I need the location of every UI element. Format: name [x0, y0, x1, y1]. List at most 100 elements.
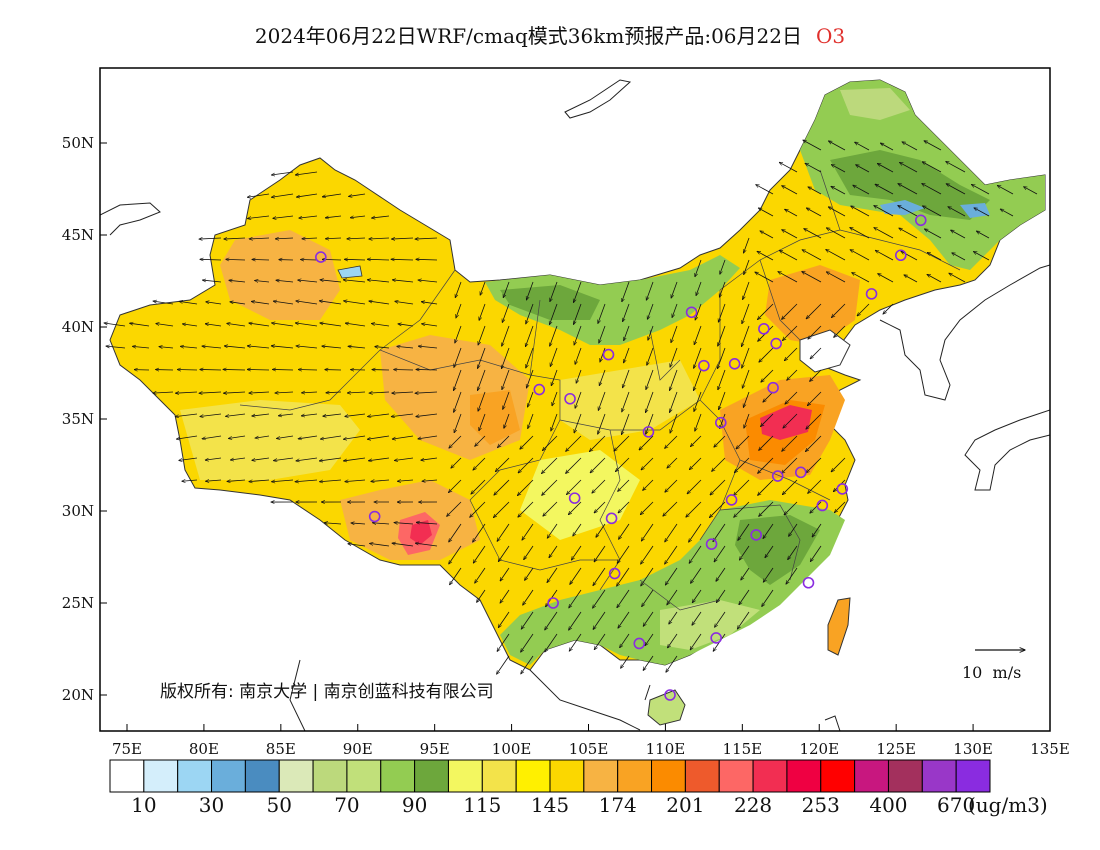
station-marker-changchun — [894, 249, 907, 262]
wind-vector — [343, 457, 366, 461]
wind-vector — [574, 413, 582, 433]
wind-vector — [416, 413, 438, 417]
wind-vector — [686, 501, 702, 517]
legend-swatch — [177, 759, 213, 793]
wind-vector — [804, 229, 822, 239]
wind-vector — [422, 324, 438, 327]
station-markers — [315, 214, 927, 701]
wind-vector — [759, 347, 774, 362]
wind-vector — [368, 413, 390, 417]
wind-vector — [202, 435, 222, 439]
wind-vector — [828, 207, 846, 217]
wind-vector — [206, 302, 222, 305]
legend-swatch — [684, 759, 720, 793]
wind-vector — [648, 325, 654, 340]
station-marker-taiyuan — [698, 359, 710, 372]
wind-vector — [271, 193, 294, 197]
wind-vector — [322, 193, 342, 197]
station-marker-wuhan — [725, 494, 738, 506]
wind-vector — [477, 589, 486, 602]
wind-vector — [834, 501, 846, 513]
wind-vector — [227, 323, 246, 327]
wind-vector — [850, 250, 870, 261]
wind-vector — [397, 480, 414, 481]
lon-tick-label: 85E — [266, 740, 296, 758]
wind-vector — [296, 457, 318, 461]
wind-vector — [713, 523, 726, 542]
wind-vector — [856, 165, 870, 173]
wind-vector — [669, 611, 678, 624]
wind-vector — [394, 523, 414, 524]
legend-swatch — [617, 759, 653, 793]
wind-vector — [570, 567, 582, 584]
wind-vector — [370, 543, 390, 547]
wind-vector — [497, 633, 510, 651]
wind-vector — [470, 501, 486, 517]
wind-vector — [810, 545, 822, 562]
map-frame — [99, 67, 1051, 732]
legend-swatch — [481, 759, 517, 793]
wind-vector — [665, 479, 678, 492]
lon-tick-label: 105E — [569, 740, 609, 758]
wind-vector — [695, 259, 702, 277]
wind-vector — [296, 301, 318, 305]
wind-vector — [255, 280, 270, 282]
station-marker-nanning — [633, 637, 646, 650]
wind-vector — [744, 237, 750, 253]
wind-vector — [322, 346, 342, 349]
wind-vector — [299, 215, 318, 218]
legend-swatch — [515, 759, 551, 793]
legend-swatch — [414, 759, 449, 793]
wind-vector — [547, 567, 558, 583]
station-marker-fuzhou — [802, 576, 815, 589]
wind-vector — [734, 501, 750, 517]
legend-swatch — [380, 759, 416, 793]
zone-darkorange-qaidam — [470, 390, 520, 445]
wind-vector — [175, 392, 198, 393]
wind-vector — [391, 259, 414, 260]
wind-vector — [295, 479, 318, 482]
wind-vector — [620, 633, 630, 648]
wind-vector — [744, 259, 750, 275]
wind-vector — [348, 544, 366, 547]
station-marker-zhengzhou — [714, 416, 727, 429]
wind-vector — [592, 479, 606, 493]
wind-vector — [344, 301, 366, 305]
zone-pale-yellow-2 — [560, 360, 700, 440]
wind-vector — [695, 303, 702, 320]
lon-tick-label: 80E — [189, 740, 219, 758]
wind-vector — [524, 545, 534, 560]
wind-vector — [593, 611, 606, 629]
wind-vector — [782, 479, 798, 495]
wind-vector — [542, 457, 558, 473]
legend-swatch — [244, 759, 280, 793]
wind-vector — [857, 303, 870, 316]
wind-vector — [765, 545, 774, 558]
wind-vector — [831, 165, 846, 173]
legend-label: 201 — [666, 793, 704, 817]
wind-vector — [274, 457, 294, 461]
wind-vector — [449, 523, 462, 542]
wind-vector — [391, 238, 414, 239]
station-marker-hefei — [771, 470, 784, 482]
wind-vector — [475, 435, 486, 446]
station-marker-guangzhou — [710, 632, 722, 644]
wind-vector — [473, 545, 486, 563]
station-marker-nanjing — [794, 466, 807, 479]
wind-vector — [543, 501, 558, 516]
wind-vector — [521, 611, 534, 629]
wind-vector — [450, 567, 462, 585]
wind-vector — [782, 186, 798, 195]
legend-label: 174 — [599, 793, 637, 817]
wind-vector — [350, 216, 366, 218]
wind-vector — [500, 567, 510, 581]
wind-vector — [153, 392, 174, 393]
wind-vector — [416, 522, 438, 524]
station-marker-lhasa — [368, 510, 381, 523]
wind-vector — [526, 347, 534, 368]
wind-vector — [593, 589, 606, 608]
wind-vector — [736, 435, 750, 449]
legend-swatch — [921, 759, 957, 793]
wind-vector — [497, 655, 510, 674]
